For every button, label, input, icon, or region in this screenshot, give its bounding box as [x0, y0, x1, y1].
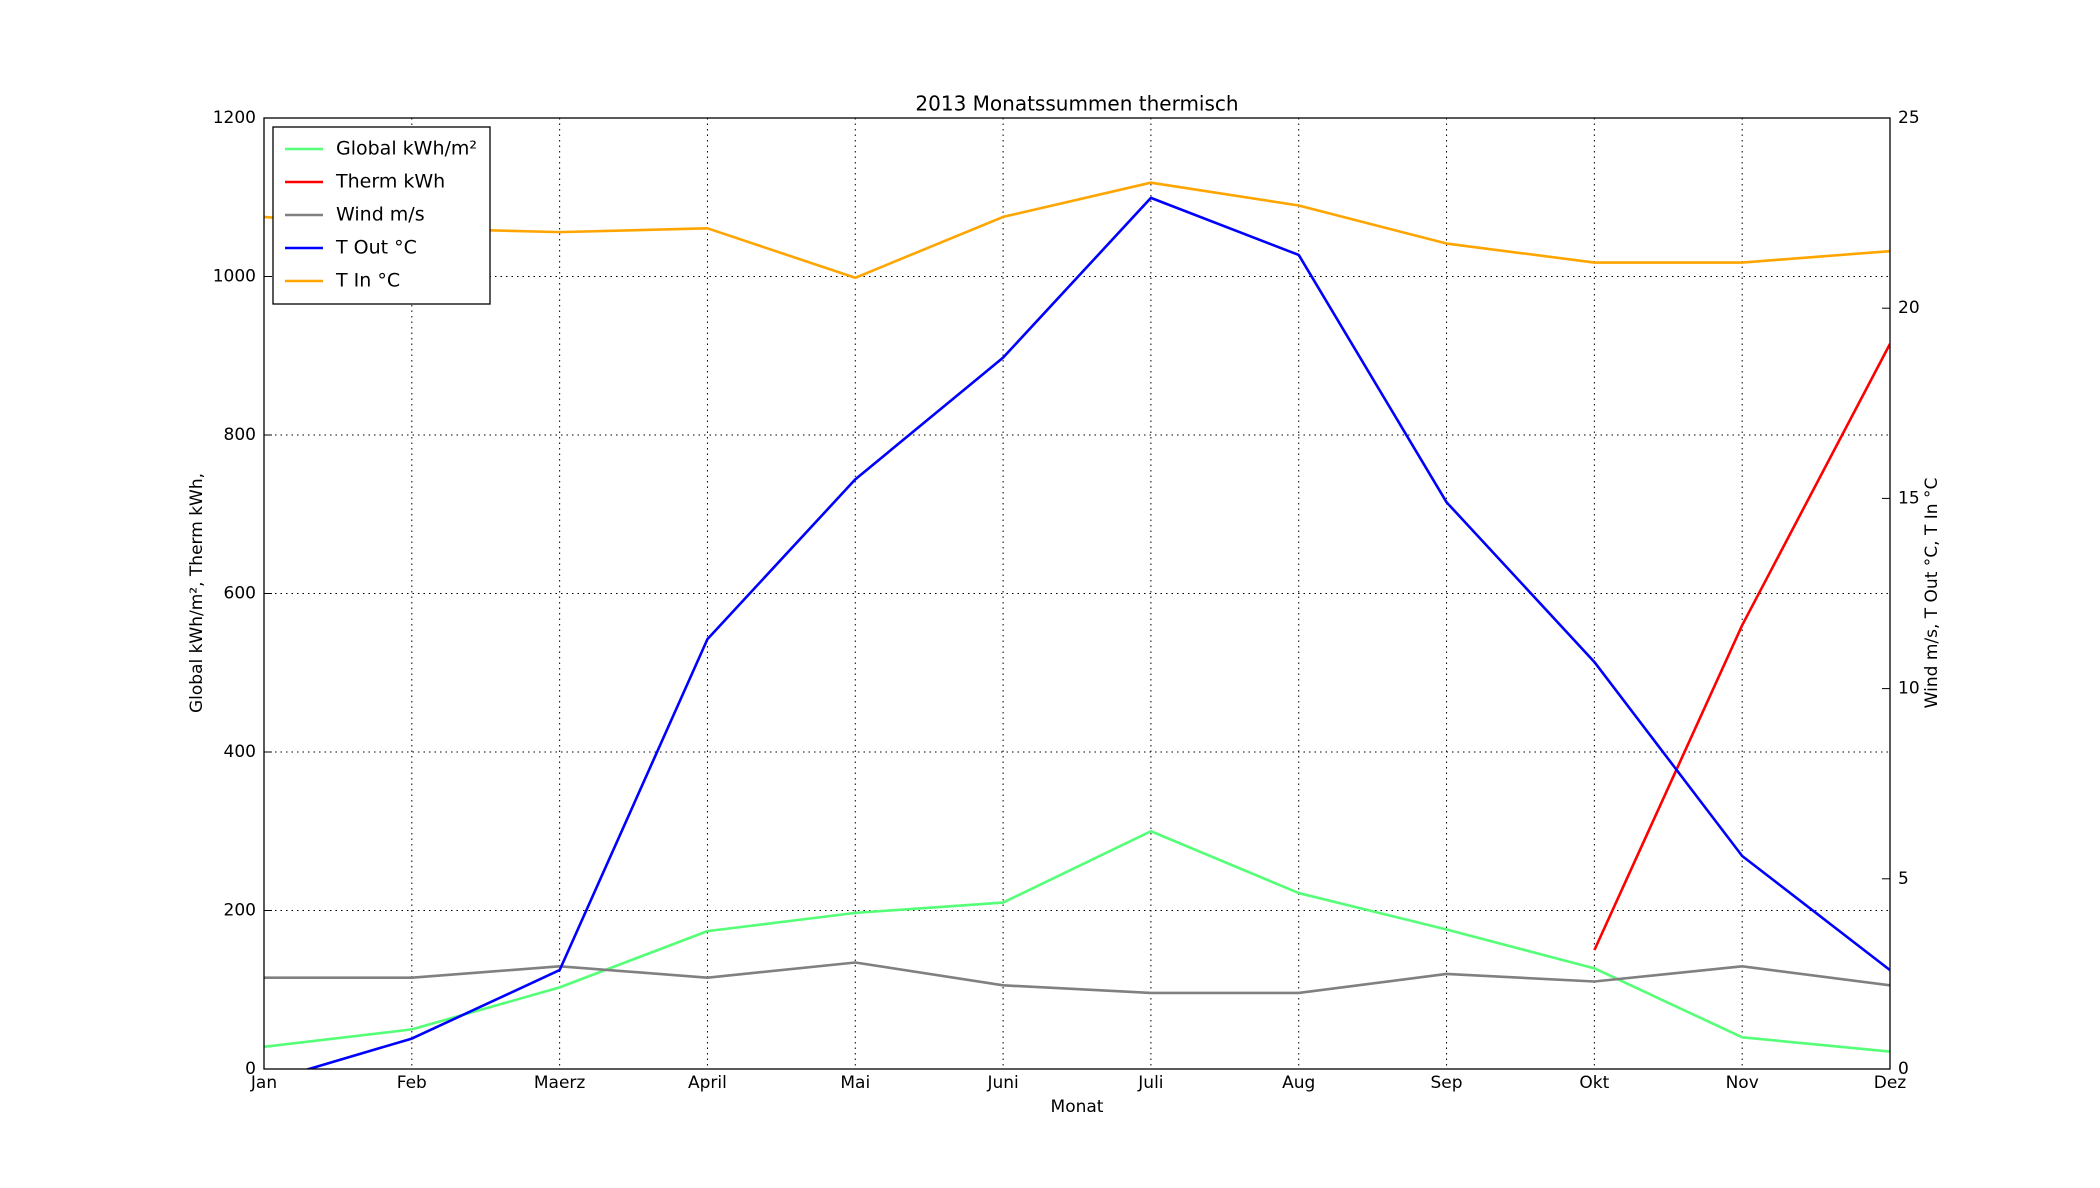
y-tick-label: 0: [245, 1059, 256, 1079]
x-tick-label: Juli: [1137, 1073, 1163, 1093]
y2-tick-label: 15: [1898, 488, 1920, 508]
y2-tick-label: 5: [1898, 869, 1909, 889]
y-tick-label: 1200: [213, 108, 256, 128]
legend-label: T In °C: [335, 270, 400, 292]
y2-tick-label: 25: [1898, 108, 1920, 128]
y-tick-label: 200: [224, 901, 256, 921]
y-tick-label: 400: [224, 742, 256, 762]
series-line: [1593, 343, 1890, 951]
x-tick-label: Nov: [1726, 1073, 1759, 1093]
series-line: [304, 196, 1890, 1069]
x-tick-label: Feb: [397, 1073, 427, 1093]
legend-label: T Out °C: [335, 237, 417, 259]
series-line: [264, 829, 1890, 1053]
y2-axis-label: Wind m/s, T Out °C, T In °C: [1922, 478, 1942, 709]
plot-frame: [263, 117, 1891, 1070]
x-tick-label: Dez: [1874, 1073, 1907, 1093]
x-tick-label: Okt: [1579, 1073, 1609, 1093]
chart-title: 2013 Monatssummen thermisch: [915, 92, 1238, 116]
y-tick-label: 600: [224, 584, 256, 604]
x-tick-label: Maerz: [534, 1073, 586, 1093]
legend-label: Therm kWh: [335, 171, 445, 193]
legend-label: Wind m/s: [336, 204, 425, 226]
y-tick-label: 1000: [213, 267, 256, 287]
x-tick-label: Mai: [840, 1073, 870, 1093]
x-tick-label: Juni: [986, 1073, 1018, 1093]
series-line: [264, 181, 1890, 280]
x-tick-label: April: [688, 1073, 727, 1093]
x-axis-label: Monat: [1051, 1097, 1104, 1117]
y2-tick-label: 0: [1898, 1059, 1909, 1079]
x-tick-label: Aug: [1282, 1073, 1315, 1093]
y2-tick-label: 10: [1898, 679, 1920, 699]
plot-lines: [264, 181, 1890, 1069]
x-tick-label: Jan: [250, 1073, 277, 1093]
y-tick-label: 800: [224, 425, 256, 445]
y-axis-label: Global kWh/m², Therm kWh,: [187, 473, 207, 713]
series-line: [264, 961, 1890, 995]
legend-label: Global kWh/m²: [336, 138, 477, 160]
x-tick-label: Sep: [1431, 1073, 1463, 1093]
y2-tick-label: 20: [1898, 298, 1920, 318]
